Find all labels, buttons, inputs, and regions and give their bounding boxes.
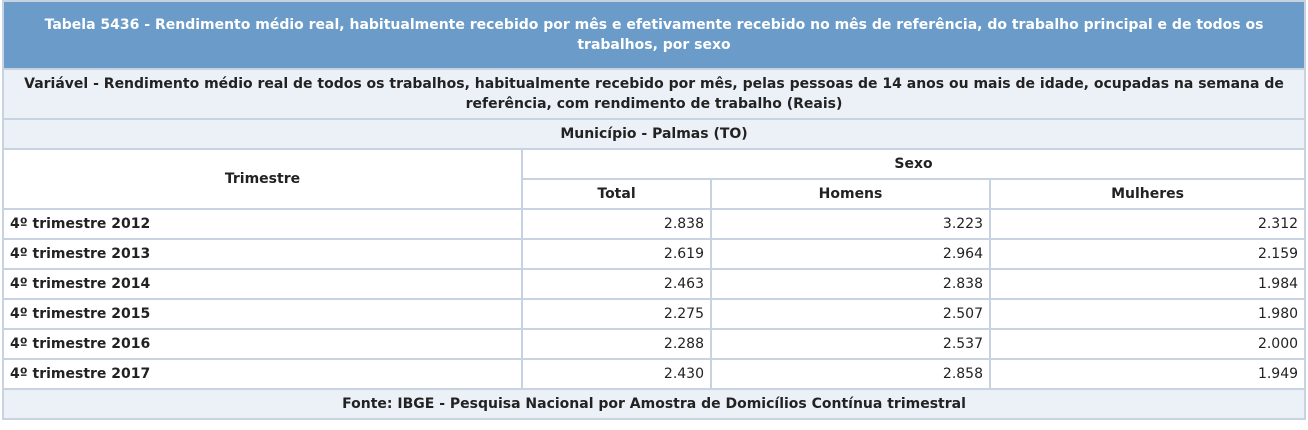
cell-total: 2.430	[521, 358, 712, 390]
row-label: 4º trimestre 2017	[2, 358, 523, 390]
header-row-1: Trimestre Sexo	[2, 148, 1307, 210]
cell-homens: 2.537	[710, 328, 991, 360]
row-label: 4º trimestre 2015	[2, 298, 523, 330]
header-mulheres: Mulheres	[988, 178, 1307, 210]
cell-mulheres: 2.000	[988, 328, 1307, 360]
cell-homens: 3.223	[710, 208, 991, 240]
cell-homens: 2.964	[710, 238, 991, 270]
row-label: 4º trimestre 2016	[2, 328, 523, 360]
table-row: 4º trimestre 2015 2.275 2.507 1.980	[2, 298, 1307, 330]
header-trimestre: Trimestre	[2, 148, 523, 210]
header-sexo: Sexo	[520, 148, 1307, 180]
cell-mulheres: 2.159	[988, 238, 1307, 270]
source-note: Fonte: IBGE - Pesquisa Nacional por Amos…	[1, 388, 1307, 420]
municipality-label: Município - Palmas (TO)	[1, 118, 1307, 150]
municipality-row: Município - Palmas (TO)	[1, 118, 1307, 150]
table-row: 4º trimestre 2013 2.619 2.964 2.159	[2, 238, 1307, 270]
cell-total: 2.619	[521, 238, 712, 270]
cell-homens: 2.507	[710, 298, 991, 330]
cell-total: 2.463	[521, 268, 712, 300]
cell-total: 2.838	[521, 208, 712, 240]
row-label: 4º trimestre 2013	[2, 238, 523, 270]
cell-mulheres: 1.980	[988, 298, 1307, 330]
variable-description: Variável - Rendimento médio real de todo…	[1, 68, 1307, 120]
table-row: 4º trimestre 2014 2.463 2.838 1.984	[2, 268, 1307, 300]
source-row: Fonte: IBGE - Pesquisa Nacional por Amos…	[1, 388, 1307, 420]
table-row: 4º trimestre 2016 2.288 2.537 2.000	[2, 328, 1307, 360]
header-homens: Homens	[710, 178, 991, 210]
variable-row: Variável - Rendimento médio real de todo…	[1, 68, 1307, 120]
cell-mulheres: 1.949	[988, 358, 1307, 390]
table-row: 4º trimestre 2012 2.838 3.223 2.312	[2, 208, 1307, 240]
title-row: Tabela 5436 - Rendimento médio real, hab…	[1, 0, 1307, 70]
cell-total: 2.288	[521, 328, 712, 360]
cell-total: 2.275	[521, 298, 712, 330]
row-label: 4º trimestre 2014	[2, 268, 523, 300]
data-table: Tabela 5436 - Rendimento médio real, hab…	[1, 0, 1307, 420]
cell-mulheres: 2.312	[988, 208, 1307, 240]
cell-homens: 2.858	[710, 358, 991, 390]
cell-homens: 2.838	[710, 268, 991, 300]
header-row-2: Total Homens Mulheres	[3, 178, 1307, 210]
table-row: 4º trimestre 2017 2.430 2.858 1.949	[2, 358, 1307, 390]
row-label: 4º trimestre 2012	[2, 208, 523, 240]
table-title: Tabela 5436 - Rendimento médio real, hab…	[1, 0, 1307, 70]
header-total: Total	[521, 178, 712, 210]
cell-mulheres: 1.984	[988, 268, 1307, 300]
